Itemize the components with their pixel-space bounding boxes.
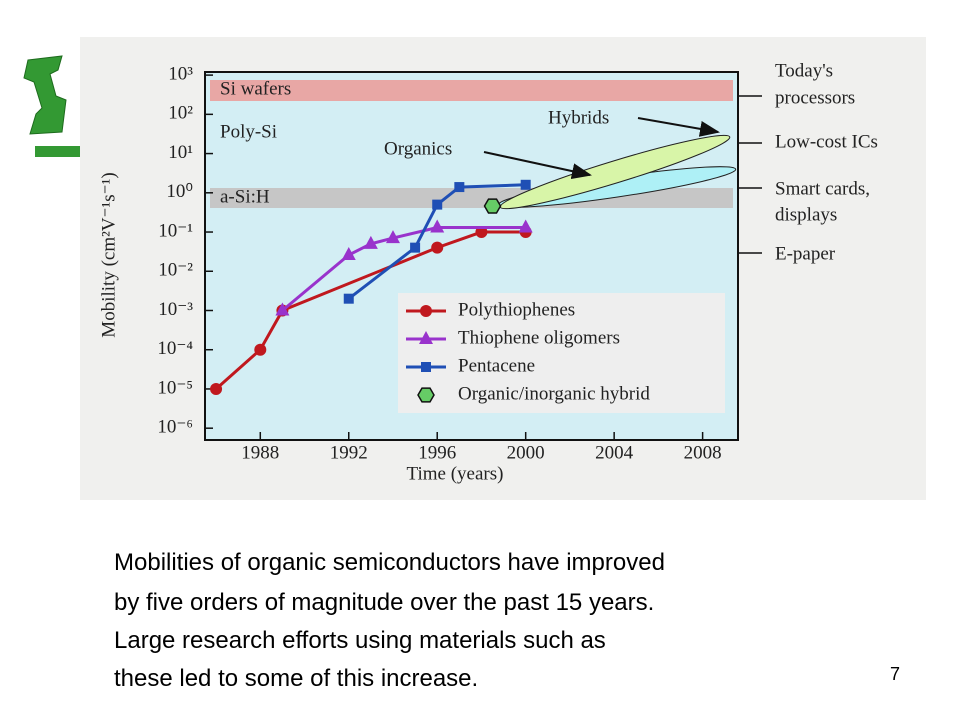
y-tick-label: 10⁻³ [158,299,193,320]
caption-line: by five orders of magnitude over the pas… [114,589,654,616]
y-tick-label: 10⁻⁵ [157,377,193,398]
x-tick-label: 1996 [418,442,456,463]
marker [430,219,445,233]
y-axis-label: Mobility (cm²V⁻¹s⁻¹) [98,172,119,337]
x-tick-label: 1988 [241,442,279,463]
series-line [281,226,526,312]
y-tick-label: 10² [168,103,193,124]
y-tick-label: 10⁻¹ [158,220,193,241]
x-tick-label: 2008 [684,442,722,463]
x-tick-label: 1992 [330,442,368,463]
marker [343,293,354,304]
application-ticks [738,95,762,254]
decoration [23,55,67,135]
marker [518,219,533,233]
marker [210,382,223,395]
application-label: processors [775,87,855,108]
y-tick-label: 10⁻⁶ [157,417,193,438]
arrow [637,117,720,137]
legend-label: Polythiophenes [458,299,575,320]
marker [421,362,431,372]
y-tick-label: 10⁻² [158,260,193,281]
marker [341,246,356,260]
marker [275,302,290,316]
legend-label: Pentacene [458,355,535,376]
marker [417,387,435,403]
marker [520,179,531,190]
marker [420,305,432,317]
region-label: Si wafers [220,78,291,99]
caption-line: Large research efforts using materials s… [114,627,606,654]
caption-line: these led to some of this increase. [114,665,478,692]
legend-label: Organic/inorganic hybrid [458,383,650,404]
marker [410,242,421,253]
caption-line: Mobilities of organic semiconductors hav… [114,549,665,576]
marker [254,343,267,356]
marker [419,331,433,344]
series-line [215,230,526,391]
legend [398,293,725,413]
plot-border [204,71,739,441]
region-band [210,80,733,101]
x-tick-label: 2000 [507,442,545,463]
application-label: Today's [775,60,833,81]
application-label: Low-cost ICs [775,131,878,152]
marker [454,182,465,193]
arrow [483,151,592,180]
annotation: Hybrids [548,107,609,128]
application-label: Smart cards, [775,178,870,199]
annotation: Organics [384,138,452,159]
legend-label: Thiophene oligomers [458,327,620,348]
y-tick-label: 10¹ [168,142,193,163]
x-axis-label: Time (years) [407,463,504,484]
page-number: 7 [890,664,900,684]
marker [363,235,378,249]
y-tick-label: 10⁻⁴ [157,338,193,359]
x-tick-label: 2004 [595,442,634,463]
marker [483,198,502,214]
marker [385,230,400,244]
region-label: a-Si:H [220,186,270,207]
y-tick-label: 10³ [168,63,193,84]
marker [432,199,443,210]
application-label: E-paper [775,243,836,264]
region-label: Poly-Si [220,121,277,142]
decoration [35,146,81,157]
marker [431,241,444,254]
y-tick-label: 10⁰ [166,181,193,202]
application-label: displays [775,204,837,225]
